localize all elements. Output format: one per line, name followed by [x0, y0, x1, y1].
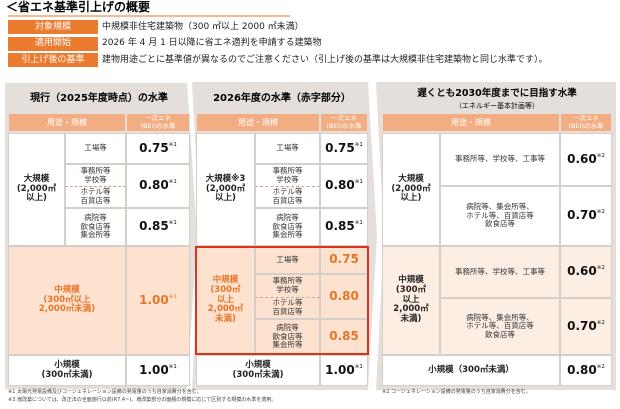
bei-value: 0.60 ※2	[560, 246, 612, 298]
bei-value: 0.80 ※1	[320, 164, 368, 208]
bei-value: 0.85	[320, 319, 368, 355]
column-header: 一次エネ (BEI)の水準	[320, 113, 368, 132]
page-title: ＜省エネ基準引上げの概要	[6, 0, 151, 14]
footnote: ※1 太陽光発電設備及びコージェネレーション設備の発電量のうち自家消費分を含む。	[8, 389, 202, 396]
bei-value: 0.70 ※2	[560, 186, 612, 246]
use-label: 病院等、集会所等、 ホテル等、百貨店等 飲食店等	[440, 298, 560, 355]
bei-value: 0.80 ※1	[126, 164, 190, 208]
size-label: 小規模 (300㎡未満)	[8, 355, 126, 386]
bei-value: 1.00 ※1	[126, 355, 190, 386]
bei-note: ※1	[354, 363, 363, 370]
bei-value: 1.00 ※1	[320, 355, 368, 386]
bei-number: 0.80	[567, 362, 597, 377]
use-label: 事務所等、学校等、工事等	[440, 246, 560, 298]
use-label: 病院等 飲食店等 集会所等	[255, 208, 320, 246]
size-label: 大規模 (2,000㎡ 以上)	[382, 133, 440, 246]
label-text: 2026 年 4 月 1 日以降に省エネ適判を申請する建築物	[102, 38, 322, 49]
footnote: ※2 コージェネレーション設備の発電量のうち自家消費分を含む。	[382, 389, 531, 396]
bei-value: 0.80 ※2	[560, 355, 612, 386]
use-label: 病院等、集会所等、 ホテル等、百貨店等 飲食店等	[440, 186, 560, 246]
highlight-frame	[195, 246, 369, 355]
bei-note: ※1	[168, 363, 177, 370]
column-header: 一次エネ (BEI)の水準	[126, 113, 190, 132]
bei-note: ※1	[354, 179, 363, 185]
panel-title: 2026年度の水準（赤字部分）	[213, 93, 351, 105]
bei-note: ※1	[354, 220, 363, 226]
size-label: 中規模 (300㎡ 以上 2,000㎡ 未満)	[382, 246, 440, 355]
label-tag: 適用開始	[8, 36, 98, 51]
bei-number: 0.60	[567, 264, 597, 279]
use-label: 病院等 飲食店等 集会所等	[255, 319, 320, 355]
column-header: 用途・規模	[196, 113, 320, 132]
use-label: 事務所等 学校等	[65, 164, 126, 186]
bei-note: ※1	[168, 141, 177, 148]
bei-number: 1.00	[325, 362, 355, 377]
label-text: 建物用途ごとに基準値が異なるのでご注意ください（引上げ後の基準は大規模非住宅建築…	[102, 54, 548, 65]
use-label: 事務所等 学校等	[255, 164, 320, 186]
bei-note: ※2	[596, 152, 605, 159]
bei-note: ※1	[168, 179, 177, 185]
bei-note: ※2	[596, 209, 605, 215]
panel-title: 現行（2025年度時点）の水準	[30, 93, 168, 105]
label-tag: 引上げ後の基準	[8, 53, 98, 67]
bei-number: 0.85	[325, 219, 355, 234]
bei-number: 0.70	[567, 208, 597, 223]
use-label: 工場等	[255, 133, 320, 164]
bei-number: 0.85	[139, 219, 169, 234]
bei-note: ※1	[168, 293, 177, 300]
bei-number: 0.75	[329, 252, 359, 267]
column-header: 一次エネ (BEI)の水準	[560, 113, 612, 132]
bei-note: ※1	[168, 220, 177, 226]
bei-number: 0.75	[325, 140, 355, 155]
bei-value: 0.70 ※2	[560, 298, 612, 355]
bei-value: 0.75	[320, 246, 368, 274]
bei-number: 0.80	[139, 178, 169, 193]
size-label: 小規模（300㎡未満）	[382, 355, 560, 386]
bei-number: 1.00	[139, 362, 169, 377]
bei-number: 0.80	[329, 288, 359, 303]
bei-value: 1.00 ※1	[126, 246, 190, 355]
use-label: ホテル等 百貨店等	[65, 186, 126, 208]
size-label: 大規模 (2,000㎡ 以上)	[8, 133, 65, 246]
bei-note: ※2	[596, 265, 605, 271]
bei-value: 0.75 ※1	[126, 133, 190, 164]
label-text: 中規模非住宅建築物（300 ㎡以上 2000 ㎡未満）	[102, 21, 304, 32]
use-label: ホテル等 百貨店等	[255, 186, 320, 208]
bei-value: 0.75 ※1	[320, 133, 368, 164]
bei-value: 0.85 ※1	[320, 208, 368, 246]
label-tag: 対象規模	[8, 20, 98, 34]
bei-note: ※1	[354, 141, 363, 148]
column-header: 用途・規模	[382, 113, 560, 132]
use-label: 事務所等、学校等、工事等	[440, 133, 560, 186]
use-label: 事務所等 学校等	[255, 274, 320, 297]
bei-number: 0.85	[329, 329, 359, 344]
bei-number: 0.75	[139, 140, 169, 155]
size-label: 中規模 (300㎡以上 2,000㎡未満)	[8, 246, 126, 355]
bei-value: 0.80	[320, 274, 368, 319]
use-label: 工場等	[65, 133, 126, 164]
bei-number: 0.70	[567, 318, 597, 333]
bei-note: ※2	[596, 319, 605, 326]
bei-number: 1.00	[139, 292, 169, 307]
bei-note: ※2	[596, 363, 605, 370]
footnote: ※3 増改築については、改正法の全面施行以前(R7.4~)、増改築部分の面積の規…	[8, 397, 277, 404]
use-label: 病院等 飲食店等 集会所等	[65, 208, 126, 246]
size-label: 小規模 (300㎡未満)	[196, 355, 320, 386]
bei-value: 0.85 ※1	[126, 208, 190, 246]
bei-number: 0.80	[325, 178, 355, 193]
column-header: 用途・規模	[8, 113, 126, 132]
bei-value: 0.60 ※2	[560, 133, 612, 186]
use-label: ホテル等 百貨店等	[255, 296, 320, 319]
size-label: 大規模※3 (2,000㎡ 以上)	[196, 133, 255, 246]
panel-subtitle: （エネルギー基本計画等）	[455, 102, 539, 111]
bei-number: 0.60	[567, 151, 597, 166]
panel-title: 遅くとも2030年度までに目指す水準	[417, 87, 577, 99]
